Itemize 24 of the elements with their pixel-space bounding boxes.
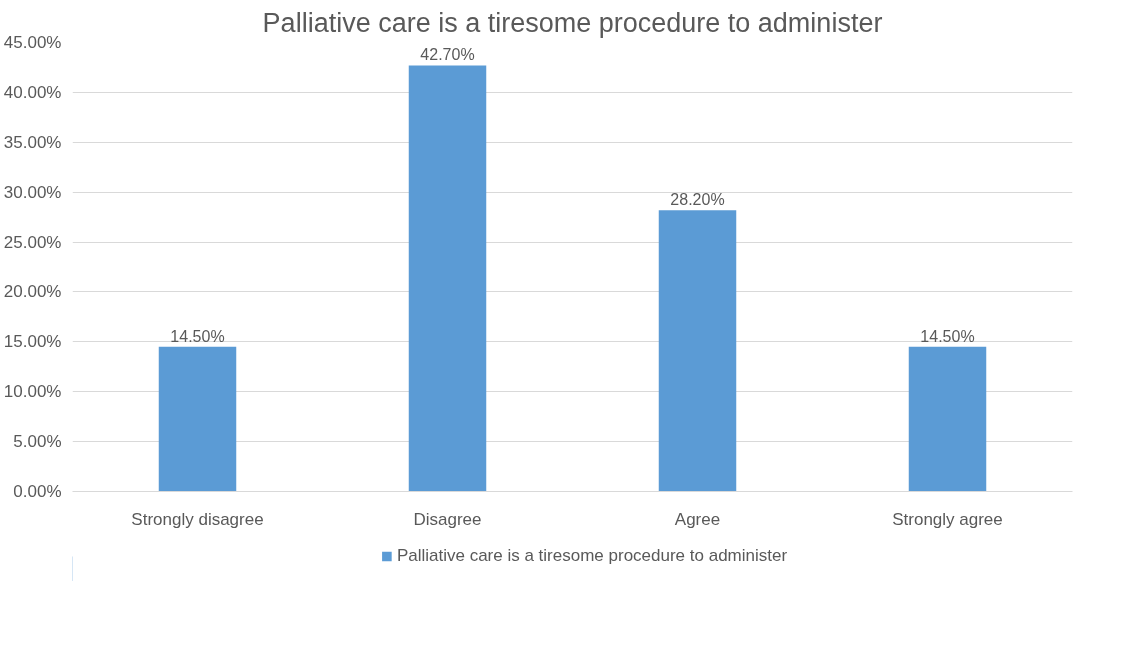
x-tick-label: Strongly disagree [131, 509, 264, 529]
x-tick-label: Strongly agree [892, 509, 1003, 529]
x-tick-label: Agree [674, 509, 721, 529]
legend-label: Palliative care is a tiresome procedure to administer [396, 546, 788, 566]
y-tick-label: 45.00% [3, 33, 62, 52]
bar [658, 210, 737, 492]
y-tick-label: 5.00% [13, 432, 62, 452]
x-tick-label: Disagree [413, 509, 482, 529]
y-tick-label: 35.00% [3, 132, 62, 152]
bar [158, 346, 237, 492]
y-tick-label: 40.00% [3, 82, 62, 102]
data-label: 28.20% [670, 191, 725, 209]
y-tick-label: 10.00% [3, 382, 62, 402]
y-tick-label: 20.00% [3, 282, 62, 302]
bar [908, 346, 987, 492]
y-tick-label: 25.00% [3, 232, 62, 252]
data-label: 14.50% [920, 327, 975, 345]
data-label: 14.50% [170, 327, 225, 345]
data-label: 42.70% [420, 46, 475, 64]
y-tick-label: 0.00% [13, 482, 62, 501]
y-tick-label: 15.00% [3, 332, 62, 352]
chart-title: Palliative care is a tiresome procedure to administer [262, 7, 883, 38]
bar [408, 65, 487, 492]
y-tick-label: 30.00% [3, 182, 62, 202]
